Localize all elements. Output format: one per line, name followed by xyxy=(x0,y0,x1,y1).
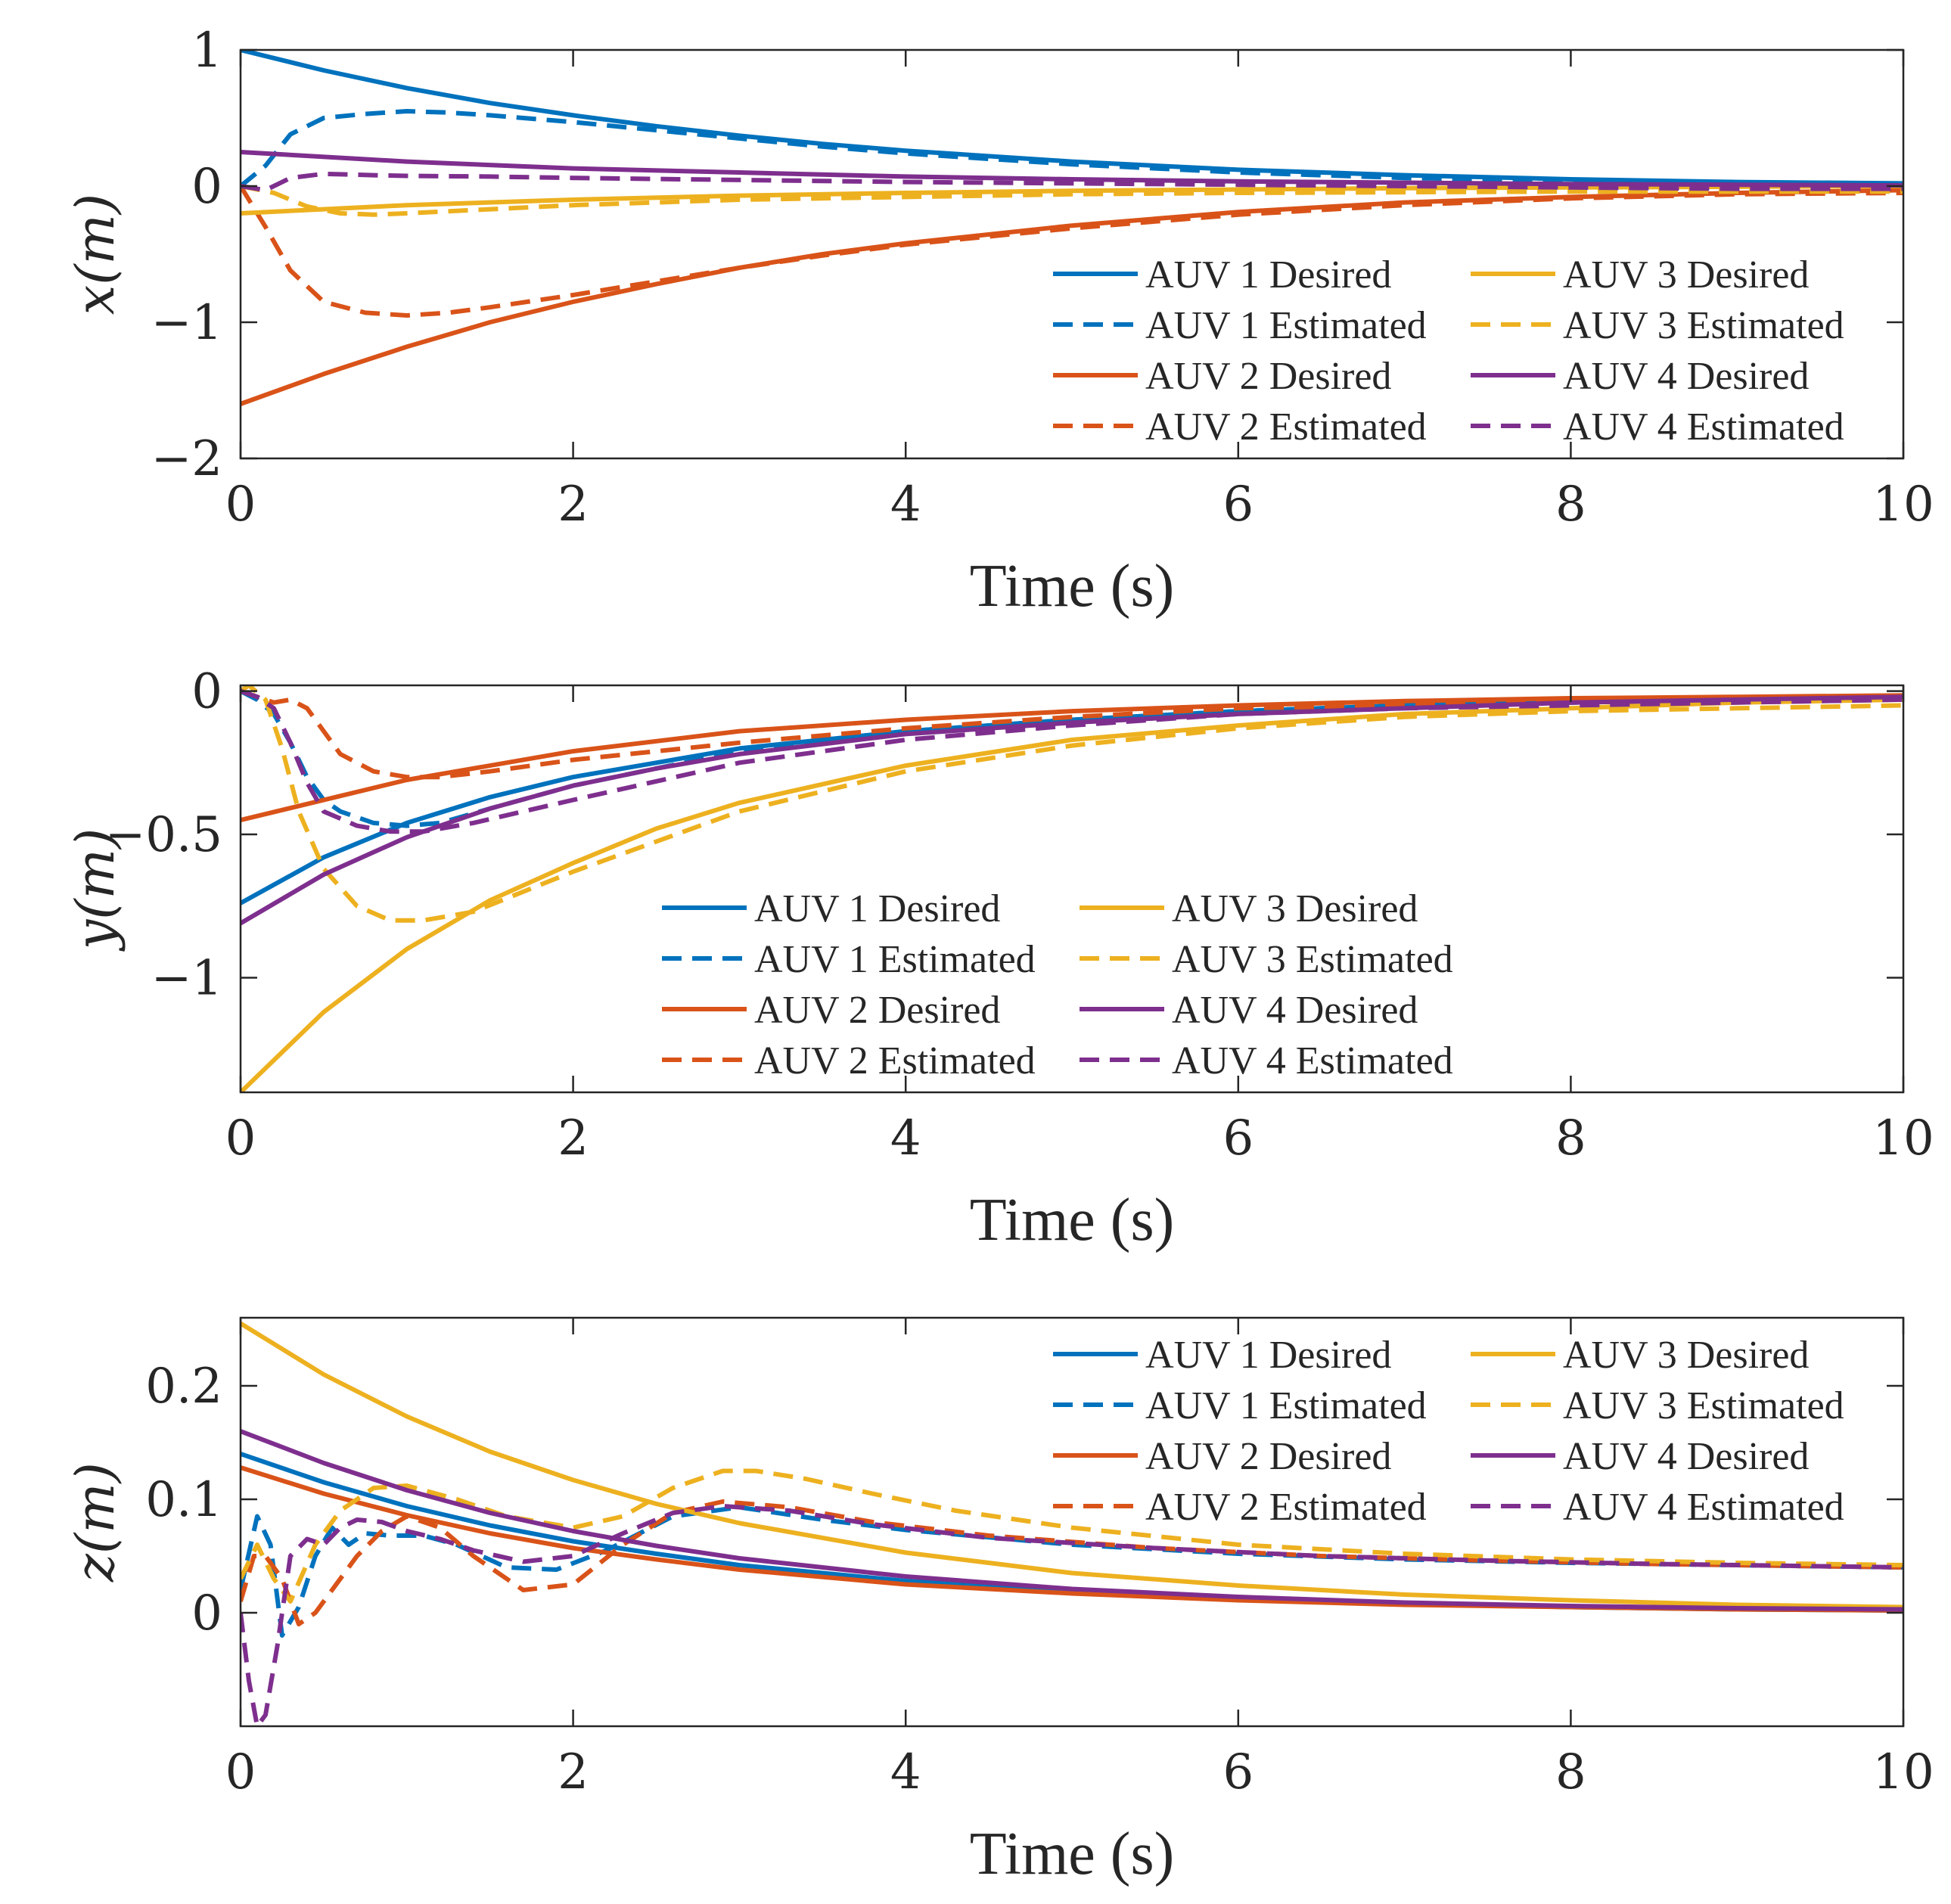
axes-box xyxy=(239,48,1905,460)
axes-box xyxy=(239,1316,1905,1728)
axes-box xyxy=(239,684,1905,1094)
legend-label: AUV 4 Estimated xyxy=(1563,405,1844,449)
legend-label: AUV 4 Desired xyxy=(1172,989,1418,1032)
x-tick-label: 4 xyxy=(890,1110,921,1166)
legend-label: AUV 3 Estimated xyxy=(1172,938,1453,981)
y-tick-label: −2 xyxy=(151,431,222,487)
series-auv-4-estimated xyxy=(241,171,1903,193)
y-axis-title: y(m) xyxy=(64,828,126,952)
y-tick-label: −1 xyxy=(151,950,222,1006)
series-auv-4-desired xyxy=(241,694,1903,926)
x-tick-label: 2 xyxy=(558,477,589,533)
x-tick-label: 0 xyxy=(225,477,256,533)
x-tick-label: 0 xyxy=(225,1744,256,1800)
legend-label: AUV 1 Estimated xyxy=(1145,1384,1427,1427)
legend-label: AUV 4 Estimated xyxy=(1172,1039,1453,1082)
legend-label: AUV 3 Desired xyxy=(1563,1334,1809,1377)
x-tick-label: 4 xyxy=(890,1744,921,1800)
legend-label: AUV 3 Desired xyxy=(1172,887,1418,930)
x-tick-label: 6 xyxy=(1222,477,1254,533)
legend-label: AUV 3 Estimated xyxy=(1563,1384,1844,1427)
series-group xyxy=(241,50,1903,406)
series-group xyxy=(241,685,1903,1092)
y-tick-label: 0 xyxy=(191,159,222,215)
legend: AUV 1 Desired AUV 3 Desired AUV 1 Estimate… xyxy=(1053,253,1844,449)
x-tick-label: 10 xyxy=(1872,1110,1934,1166)
x-tick-label: 4 xyxy=(890,477,921,533)
series-auv-1-desired xyxy=(241,694,1903,905)
legend: AUV 1 Desired AUV 3 Desired AUV 1 Estimate… xyxy=(1053,1334,1844,1529)
y-tick-label: 0 xyxy=(191,664,222,720)
series-auv-1-estimated xyxy=(241,109,1903,188)
legend-label: AUV 3 Estimated xyxy=(1563,304,1844,347)
y-tick-label: 0.1 xyxy=(145,1472,222,1528)
legend-label: AUV 1 Desired xyxy=(1145,1334,1391,1377)
x-tick-label: 6 xyxy=(1222,1744,1254,1800)
y-tick-label: 0.2 xyxy=(145,1359,222,1415)
legend-label: AUV 1 Estimated xyxy=(754,938,1036,981)
x-tick-label: 0 xyxy=(225,1110,256,1166)
series-auv-3-estimated xyxy=(241,184,1903,217)
x-tick-label: 6 xyxy=(1222,1110,1254,1166)
series-auv-3-desired xyxy=(241,697,1903,1092)
legend-label: AUV 4 Desired xyxy=(1563,1435,1809,1478)
y-tick-label: 0 xyxy=(191,1586,222,1642)
series-auv-2-estimated xyxy=(241,688,1903,780)
series-auv-3-estimated xyxy=(241,685,1903,923)
series-group xyxy=(241,1321,1903,1726)
x-tick-label: 8 xyxy=(1555,1744,1586,1800)
series-auv-2-desired xyxy=(241,693,1903,823)
x-axis-title: Time (s) xyxy=(970,1821,1174,1887)
series-auv-4-estimated xyxy=(241,688,1903,834)
legend-label: AUV 1 Estimated xyxy=(1145,304,1427,347)
series-auv-4-desired xyxy=(241,150,1903,188)
series-auv-2-estimated xyxy=(241,1499,1903,1626)
series-auv-3-desired xyxy=(241,1321,1903,1610)
legend-label: AUV 1 Desired xyxy=(1145,253,1391,297)
legend-label: AUV 4 Desired xyxy=(1563,355,1809,398)
x-axis-title: Time (s) xyxy=(970,1187,1174,1253)
legend-label: AUV 2 Desired xyxy=(1145,1435,1391,1478)
legend-label: AUV 2 Desired xyxy=(754,989,1000,1032)
legend-label: AUV 2 Desired xyxy=(1145,355,1391,398)
y-tick-label: −1 xyxy=(151,295,222,351)
x-axis-title: Time (s) xyxy=(970,553,1174,620)
series-auv-3-desired xyxy=(241,184,1903,216)
y-tick-label: 1 xyxy=(191,23,222,79)
legend-label: AUV 4 Estimated xyxy=(1563,1486,1844,1529)
x-tick-label: 2 xyxy=(558,1744,589,1800)
x-tick-label: 2 xyxy=(558,1110,589,1166)
series-auv-4-desired xyxy=(241,1429,1903,1612)
y-axis-title: z(m) xyxy=(64,1462,126,1583)
x-tick-label: 10 xyxy=(1872,1744,1934,1800)
y-tick-label: −0.5 xyxy=(105,807,222,863)
legend-label: AUV 3 Desired xyxy=(1563,253,1809,297)
legend-label: AUV 2 Estimated xyxy=(1145,405,1427,449)
x-tick-label: 8 xyxy=(1555,477,1586,533)
series-auv-4-estimated xyxy=(241,1504,1903,1726)
legend: AUV 1 Desired AUV 3 Desired AUV 1 Estimate… xyxy=(662,887,1453,1082)
y-axis-title: x(m) xyxy=(64,194,126,315)
x-tick-label: 8 xyxy=(1555,1110,1586,1166)
series-auv-3-estimated xyxy=(241,1468,1903,1604)
legend-label: AUV 1 Desired xyxy=(754,887,1000,930)
legend-label: AUV 2 Estimated xyxy=(754,1039,1036,1082)
x-tick-label: 10 xyxy=(1872,477,1934,533)
legend-label: AUV 2 Estimated xyxy=(1145,1486,1427,1529)
